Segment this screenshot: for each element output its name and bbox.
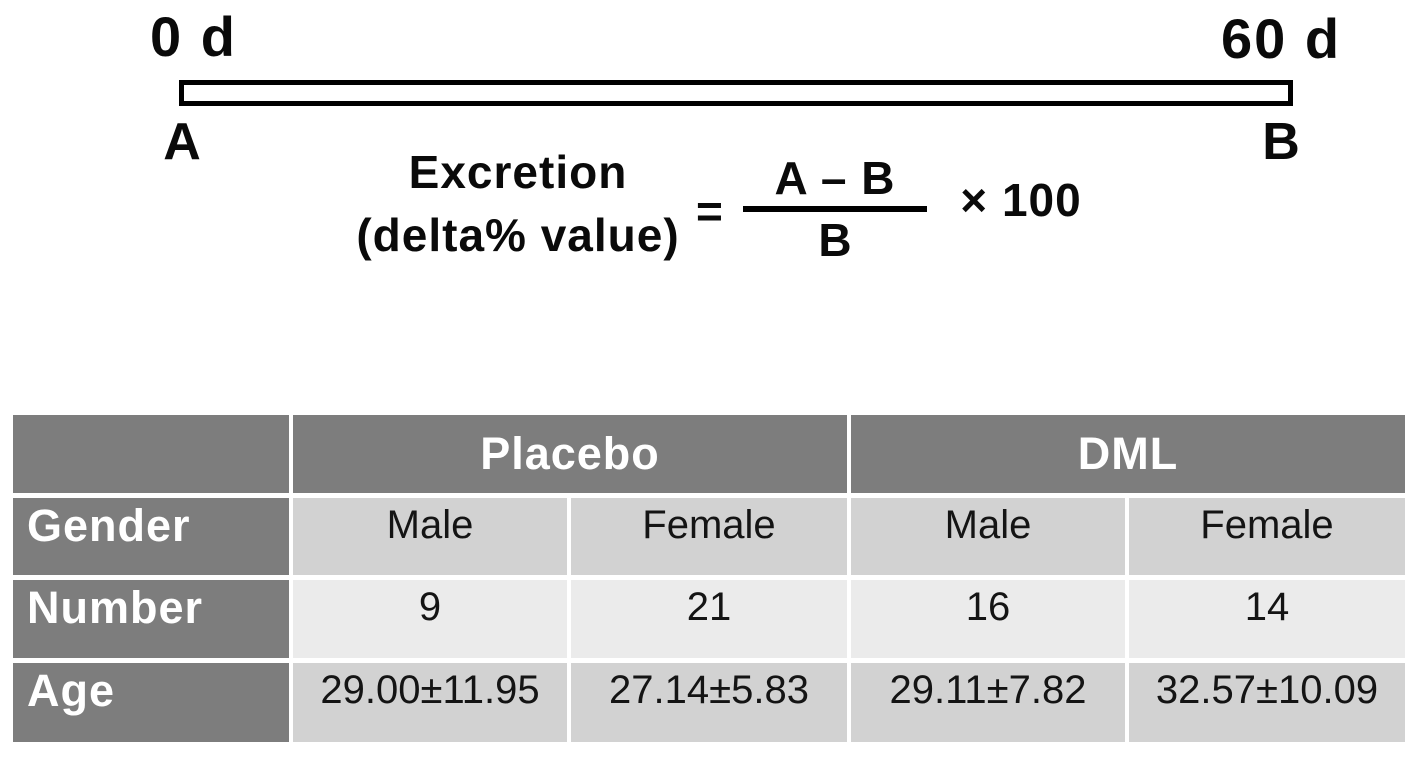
formula-multiplier: × 100: [960, 174, 1082, 226]
timeline-point-b-label: B: [1262, 113, 1300, 171]
group-header-placebo: Placebo: [293, 415, 847, 493]
cell-number-placebo-female: 21: [571, 580, 847, 658]
formula-fraction-numerator: A – B: [743, 150, 927, 212]
table-row-age: Age 29.00±11.95 27.14±5.83 29.11±7.82 32…: [13, 663, 1405, 742]
formula-lhs: Excretion (delta% value): [352, 141, 684, 267]
cell-age-dml-male: 29.11±7.82: [851, 663, 1125, 742]
cell-gender-placebo-male: Male: [293, 498, 567, 575]
formula-fraction: A – B B: [743, 150, 927, 268]
table-corner-cell: [13, 415, 289, 493]
cell-gender-dml-female: Female: [1129, 498, 1405, 575]
formula-fraction-denominator: B: [818, 214, 852, 266]
cell-age-placebo-male: 29.00±11.95: [293, 663, 567, 742]
table-group-header-row: Placebo DML: [13, 415, 1405, 493]
cell-number-dml-female: 14: [1129, 580, 1405, 658]
cell-age-dml-female: 32.57±10.09: [1129, 663, 1405, 742]
formula-equals-sign: =: [696, 185, 723, 237]
row-label-gender: Gender: [13, 498, 289, 575]
demographics-table: Placebo DML Gender Male Female Male Fema…: [9, 410, 1409, 747]
table-row-number: Number 9 21 16 14: [13, 580, 1405, 658]
timeline-end-day-label: 60 d: [1221, 7, 1342, 70]
timeline-point-a-label: A: [163, 113, 201, 171]
formula-lhs-line2: (delta% value): [356, 209, 680, 261]
cell-number-placebo-male: 9: [293, 580, 567, 658]
formula-lhs-line1: Excretion: [408, 146, 628, 198]
timeline-bar: [179, 80, 1293, 106]
row-label-age: Age: [13, 663, 289, 742]
cell-gender-placebo-female: Female: [571, 498, 847, 575]
row-label-number: Number: [13, 580, 289, 658]
cell-age-placebo-female: 27.14±5.83: [571, 663, 847, 742]
cell-gender-dml-male: Male: [851, 498, 1125, 575]
group-header-dml: DML: [851, 415, 1405, 493]
timeline-start-day-label: 0 d: [150, 5, 237, 68]
cell-number-dml-male: 16: [851, 580, 1125, 658]
table-row-gender: Gender Male Female Male Female: [13, 498, 1405, 575]
